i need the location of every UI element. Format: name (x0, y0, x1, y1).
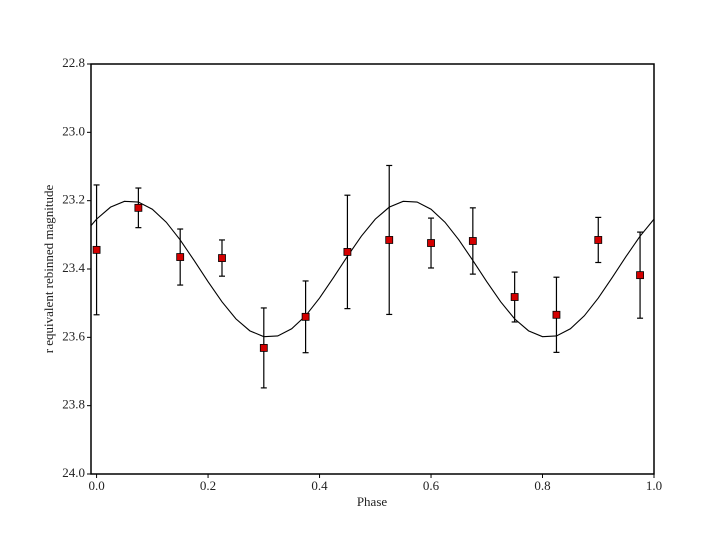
y-tick-label: 23.4 (62, 260, 85, 275)
x-axis-label: Phase (357, 494, 388, 509)
data-point (176, 253, 185, 261)
model-curve (90, 200, 655, 338)
x-tick-label: 0.0 (88, 478, 104, 493)
x-tick-label: 0.2 (200, 478, 216, 493)
y-tick-label: 23.8 (62, 397, 85, 412)
data-point (218, 254, 226, 262)
data-point (92, 245, 101, 254)
data-point (343, 248, 352, 256)
data-point (134, 203, 143, 212)
data-point (301, 312, 310, 321)
data-point (594, 236, 603, 244)
y-tick-label: 23.0 (62, 123, 85, 138)
y-tick-label: 22.8 (62, 55, 85, 70)
y-tick-label: 23.6 (62, 328, 85, 343)
x-tick-label: 0.4 (311, 478, 328, 493)
data-point (636, 271, 644, 280)
x-tick-label: 1.0 (646, 478, 662, 493)
x-tick-label: 0.8 (534, 478, 550, 493)
y-tick-label: 24.0 (62, 465, 85, 480)
y-axis-label: r equivalent rebinned magnitude (41, 184, 56, 353)
data-point (468, 237, 477, 245)
data-point (510, 293, 519, 301)
y-tick-label: 23.2 (62, 192, 85, 207)
plot-frame (90, 63, 655, 475)
data-point (552, 310, 561, 319)
data-point (385, 236, 394, 244)
data-point (427, 239, 435, 247)
x-tick-label: 0.6 (423, 478, 440, 493)
data-point (259, 344, 268, 352)
